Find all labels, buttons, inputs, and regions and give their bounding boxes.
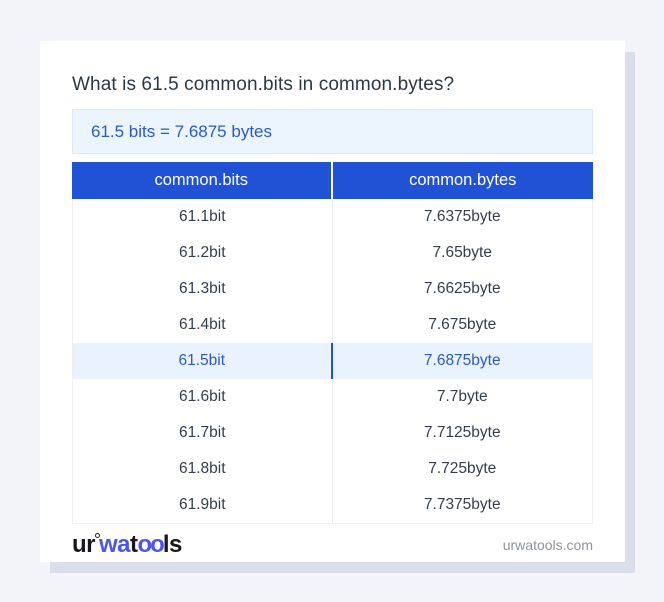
converter-card: What is 61.5 common.bits in common.bytes… [40, 41, 625, 562]
logo-segment: ur [72, 531, 96, 558]
bytes-cell: 7.7125byte [423, 424, 501, 441]
table-row: 61.5bit 7.6875byte [73, 343, 592, 379]
bits-cell: 61.6bit [73, 379, 333, 415]
conversion-result-text: 61.5 bits = 7.6875 bytes [91, 121, 272, 141]
card-footer: ur watools urwatools.com [72, 525, 593, 565]
conversion-result-box: 61.5 bits = 7.6875 bytes [72, 109, 593, 154]
bits-cell: 61.2bit [73, 235, 333, 271]
bytes-cell: 7.725byte [428, 460, 497, 477]
table-row: 61.2bit 7.65byte [73, 235, 592, 271]
table-row: 61.1bit 7.6375byte [73, 199, 592, 235]
table-row: 61.9bit 7.7375byte [73, 487, 592, 523]
bits-cell: 61.5bit [73, 343, 333, 379]
bytes-cell: 7.7375byte [423, 496, 501, 513]
bytes-cell: 7.6625byte [423, 280, 501, 297]
bits-cell: 61.7bit [73, 415, 333, 451]
bytes-cell: 7.65byte [432, 244, 492, 261]
bits-cell: 61.9bit [73, 487, 333, 523]
site-domain-text: urwatools.com [502, 537, 593, 553]
logo-ring-icon [95, 533, 100, 538]
table-header-bytes: common.bytes [409, 171, 517, 189]
table-body: 61.1bit 7.6375byte 61.2bit 7.65byte 61.3bit 7… [72, 199, 593, 524]
logo-segment: t [130, 531, 138, 558]
table-row: 61.6bit 7.7byte [73, 379, 592, 415]
bits-cell: 61.3bit [73, 271, 333, 307]
table-row: 61.8bit 7.725byte [73, 451, 592, 487]
bytes-cell: 7.7byte [436, 388, 488, 405]
bytes-cell: 7.675byte [428, 316, 497, 333]
table-header-bits: common.bits [72, 162, 333, 199]
logo-segment: wa [99, 531, 131, 558]
urwatools-logo: ur watools [72, 531, 182, 559]
bytes-cell: 7.6875byte [423, 352, 501, 369]
table-row: 61.3bit 7.6625byte [73, 271, 592, 307]
logo-segment: oo [137, 531, 165, 558]
table-row: 61.4bit 7.675byte [73, 307, 592, 343]
table-header-row: common.bits common.bytes [72, 162, 593, 199]
conversion-table: common.bits common.bytes 61.1bit 7.6375by… [72, 162, 593, 524]
bits-cell: 61.8bit [73, 451, 333, 487]
bits-cell: 61.1bit [73, 199, 333, 235]
bytes-cell: 7.6375byte [423, 208, 501, 225]
bits-cell: 61.4bit [73, 307, 333, 343]
logo-segment: ls [162, 531, 183, 558]
table-row: 61.7bit 7.7125byte [73, 415, 592, 451]
page-title: What is 61.5 common.bits in common.bytes… [72, 74, 455, 95]
